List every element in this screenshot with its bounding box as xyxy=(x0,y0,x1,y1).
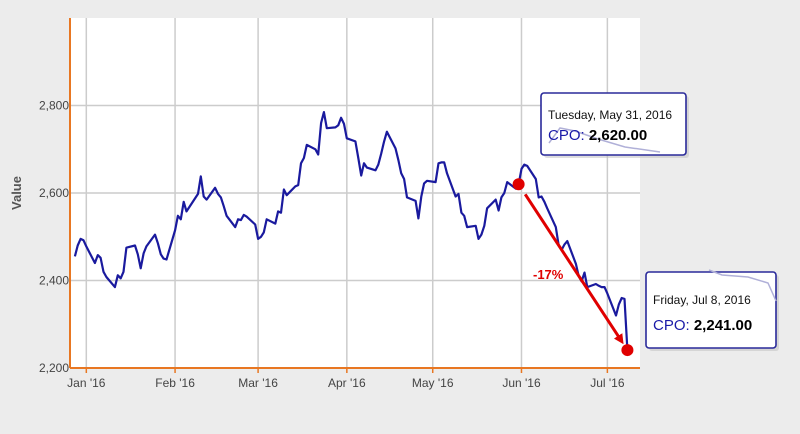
change-label: -17% xyxy=(533,267,564,282)
series-line-cpo[interactable] xyxy=(73,111,629,351)
x-tick-label: Feb '16 xyxy=(155,376,195,390)
y-axis-label: Value xyxy=(9,176,24,210)
highlight-points xyxy=(512,178,634,357)
highlight-point[interactable] xyxy=(621,344,634,357)
change-annotation: -17% xyxy=(523,193,624,345)
x-tick-label: Jan '16 xyxy=(67,376,106,390)
tooltip-date: Tuesday, May 31, 2016 xyxy=(548,108,672,122)
y-tick-label: 2,800 xyxy=(39,99,69,113)
tooltip-box xyxy=(540,92,687,156)
y-tick-label: 2,600 xyxy=(39,186,69,200)
highlight-point[interactable] xyxy=(512,178,525,191)
x-tick-label: Apr '16 xyxy=(328,376,366,390)
tooltip-series-label: CPO: xyxy=(653,317,694,334)
tooltip-ghost-line xyxy=(548,127,661,153)
x-tick-label: Jun '16 xyxy=(502,376,541,390)
change-arrow xyxy=(523,193,624,345)
y-tick-label: 2,200 xyxy=(39,361,69,375)
tooltip-series-label: CPO: xyxy=(548,127,589,144)
tooltip-value-number: 2,620.00 xyxy=(589,127,647,144)
tooltips: Tuesday, May 31, 2016 CPO: 2,620.00 Friday… xyxy=(540,92,779,351)
tooltip-value: CPO: 2,620.00 xyxy=(548,127,647,144)
x-axis: Jan '16 Feb '16 Mar '16 Apr '16 May '16 Jun '… xyxy=(67,367,640,390)
x-tick-label: May '16 xyxy=(412,376,454,390)
y-axis: 2,200 2,400 2,600 2,800 xyxy=(39,18,71,375)
tooltip-date: Friday, Jul 8, 2016 xyxy=(653,293,751,307)
tooltip-box xyxy=(645,271,777,349)
y-tick-label: 2,400 xyxy=(39,274,69,288)
tooltip: Tuesday, May 31, 2016 CPO: 2,620.00 xyxy=(540,92,689,158)
tooltip-ghost-line xyxy=(708,269,777,302)
x-tick-label: Jul '16 xyxy=(590,376,625,390)
tooltip-value: CPO: 2,241.00 xyxy=(653,317,752,334)
x-tick-label: Mar '16 xyxy=(238,376,278,390)
tooltip-value-number: 2,241.00 xyxy=(694,317,752,334)
grid-lines xyxy=(70,18,640,368)
tooltip: Friday, Jul 8, 2016 CPO: 2,241.00 xyxy=(645,269,779,351)
